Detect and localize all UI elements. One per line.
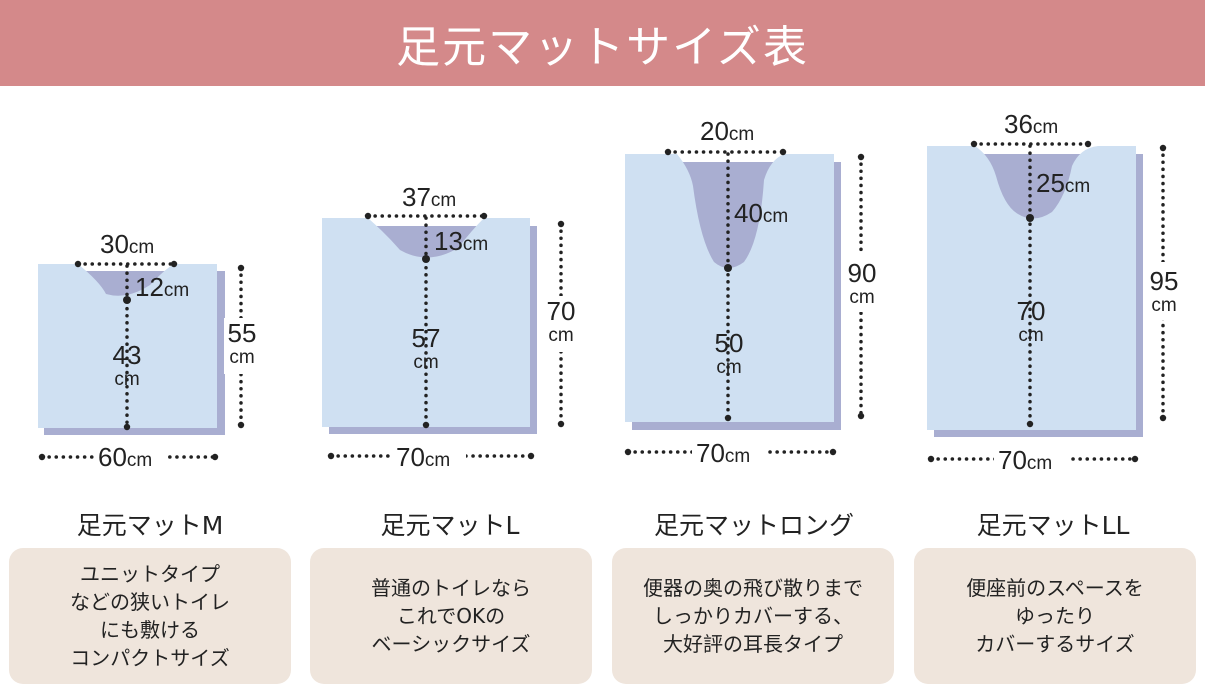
page-title: 足元マットサイズ表: [396, 22, 809, 73]
mat-m-description-card: ユニットタイプ などの狭いトイレ にも敷ける コンパクトサイズ: [9, 548, 291, 684]
mat-l-total-length-unit: cm: [548, 325, 573, 346]
mat-ll-description-card: 便座前のスペースを ゆったり カバーするサイズ: [914, 548, 1196, 684]
description-line: ユニットタイプ: [80, 562, 220, 586]
description-line: 大好評の耳長タイプ: [663, 632, 843, 656]
mat-m-total-length-value: 55: [228, 318, 257, 348]
mat-l-cutout-bottom-point: [422, 255, 430, 263]
description-line: ゆったり: [1014, 604, 1095, 628]
size-diagram: 30cm 12cm 43 cm 55 cm 60cm 37cm 13cm 57 …: [38, 109, 1182, 475]
mat-long-width-label: 70cm: [696, 438, 750, 468]
mat-ll-total-length-value: 95: [1150, 266, 1179, 296]
mat-ll-width-label: 70cm: [998, 445, 1052, 475]
mat-long-total-length-value: 90: [848, 258, 877, 288]
mat-l-total-length-value: 70: [547, 296, 576, 326]
description-line: しっかりカバーする、: [653, 604, 853, 628]
mat-ll-diagram: 36cm 25cm 70 cm 95 cm 70cm: [927, 109, 1182, 475]
mat-long-cutout-bottom-point: [724, 264, 732, 272]
mat-m-cutout-width-label: 30cm: [100, 229, 154, 259]
mat-m-cutout-depth-label: 12cm: [135, 272, 189, 302]
description-line: 便器の奥の飛び散りまで: [643, 576, 863, 600]
mat-ll-name: 足元マットLL: [976, 511, 1130, 540]
mat-ll-cutout-depth-label: 25cm: [1036, 168, 1090, 198]
description-line: ベーシックサイズ: [371, 632, 531, 656]
mat-ll-side-length-unit: cm: [1018, 325, 1043, 346]
mat-m-width-label: 60cm: [98, 442, 152, 472]
mat-long-total-length-unit: cm: [849, 287, 874, 308]
mat-long-cutout-depth-label: 40cm: [734, 198, 788, 228]
mat-l-description-card: 普通のトイレなら これでOKの ベーシックサイズ: [310, 548, 592, 684]
mat-long-description-card: 便器の奥の飛び散りまで しっかりカバーする、 大好評の耳長タイプ: [612, 548, 894, 684]
description-line: カバーするサイズ: [975, 632, 1135, 656]
mat-long-diagram: 20cm 40cm 50 cm 90 cm 70cm: [624, 116, 880, 468]
mat-m-cutout-bottom-point: [123, 296, 131, 304]
mat-l-side-length-value: 57: [412, 323, 441, 353]
mat-long-cutout-width-label: 20cm: [700, 116, 754, 146]
mat-m-shape: [38, 264, 217, 428]
mat-l-cutout-width-label: 37cm: [402, 182, 456, 212]
mat-long-name: 足元マットロング: [653, 511, 854, 540]
mat-ll-cutout-bottom-point: [1026, 214, 1034, 222]
mat-l-side-length-unit: cm: [413, 352, 438, 373]
mat-ll-cutout-width-label: 36cm: [1004, 109, 1058, 139]
mat-m-diagram: 30cm 12cm 43 cm 55 cm 60cm: [38, 229, 260, 472]
mat-l-diagram: 37cm 13cm 57 cm 70 cm 70cm: [322, 182, 579, 472]
mat-m-side-length-unit: cm: [114, 369, 139, 390]
description-line: これでOKの: [396, 604, 506, 628]
mat-m-side-length-value: 43: [113, 340, 142, 370]
mat-m-name: 足元マットM: [76, 511, 224, 540]
mat-ll-total-length-unit: cm: [1151, 295, 1176, 316]
description-line: などの狭いトイレ: [70, 590, 230, 614]
description-line: にも敷ける: [100, 618, 200, 642]
mat-long-side-length-value: 50: [715, 328, 744, 358]
mat-l-shape: [322, 218, 530, 427]
description-line: 普通のトイレなら: [371, 576, 531, 600]
title-banner: 足元マットサイズ表: [0, 0, 1205, 86]
mat-m-total-length-unit: cm: [229, 347, 254, 368]
description-line: コンパクトサイズ: [70, 646, 230, 670]
mat-l-name: 足元マットL: [380, 511, 520, 540]
mat-ll-side-length-value: 70: [1017, 296, 1046, 326]
mat-l-cutout-depth-label: 13cm: [434, 226, 488, 256]
description-line: 便座前のスペースを: [966, 576, 1144, 600]
mat-l-width-label: 70cm: [396, 442, 450, 472]
mat-long-side-length-unit: cm: [716, 357, 741, 378]
